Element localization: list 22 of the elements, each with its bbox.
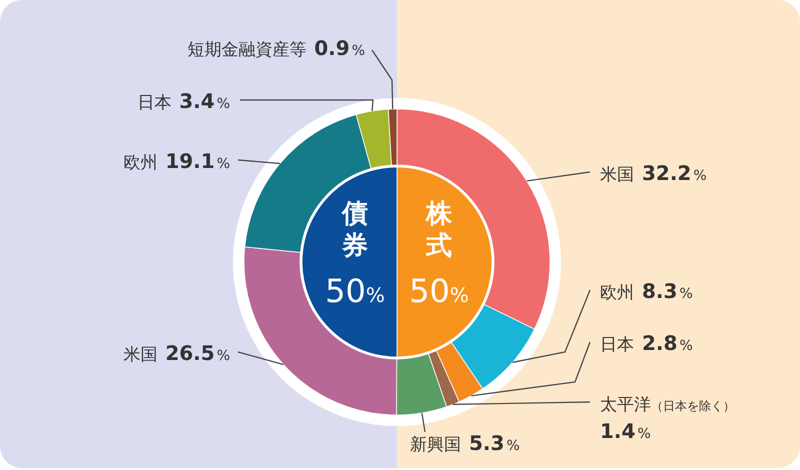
data-label: 32.2%	[642, 161, 707, 185]
slice-label: 欧州	[600, 283, 634, 303]
slice-label: 太平洋（日本を除く）	[600, 395, 735, 415]
data-label: 3.4%	[179, 89, 230, 113]
slice-label: 欧州	[123, 153, 158, 173]
slice-label: 短期金融資産等	[187, 40, 306, 60]
slice-label: 米国	[123, 345, 158, 365]
data-label: 26.5%	[165, 341, 230, 365]
data-label: 0.9%	[314, 36, 365, 60]
data-label: 50%	[325, 272, 385, 310]
data-label: 19.1%	[165, 149, 230, 173]
data-label: 1.4%	[600, 419, 651, 443]
slice-label: 日本	[137, 93, 172, 113]
data-label: 50%	[409, 272, 469, 310]
slice-label: 新興国	[410, 435, 461, 455]
slice-label: 米国	[600, 165, 634, 185]
data-label: 2.8%	[642, 331, 693, 355]
slice-label: 債券	[341, 199, 368, 261]
slice-label: 日本	[600, 335, 634, 355]
data-label: 8.3%	[642, 279, 693, 303]
data-label: 5.3%	[469, 431, 520, 455]
slice-label: 株式	[425, 199, 453, 261]
